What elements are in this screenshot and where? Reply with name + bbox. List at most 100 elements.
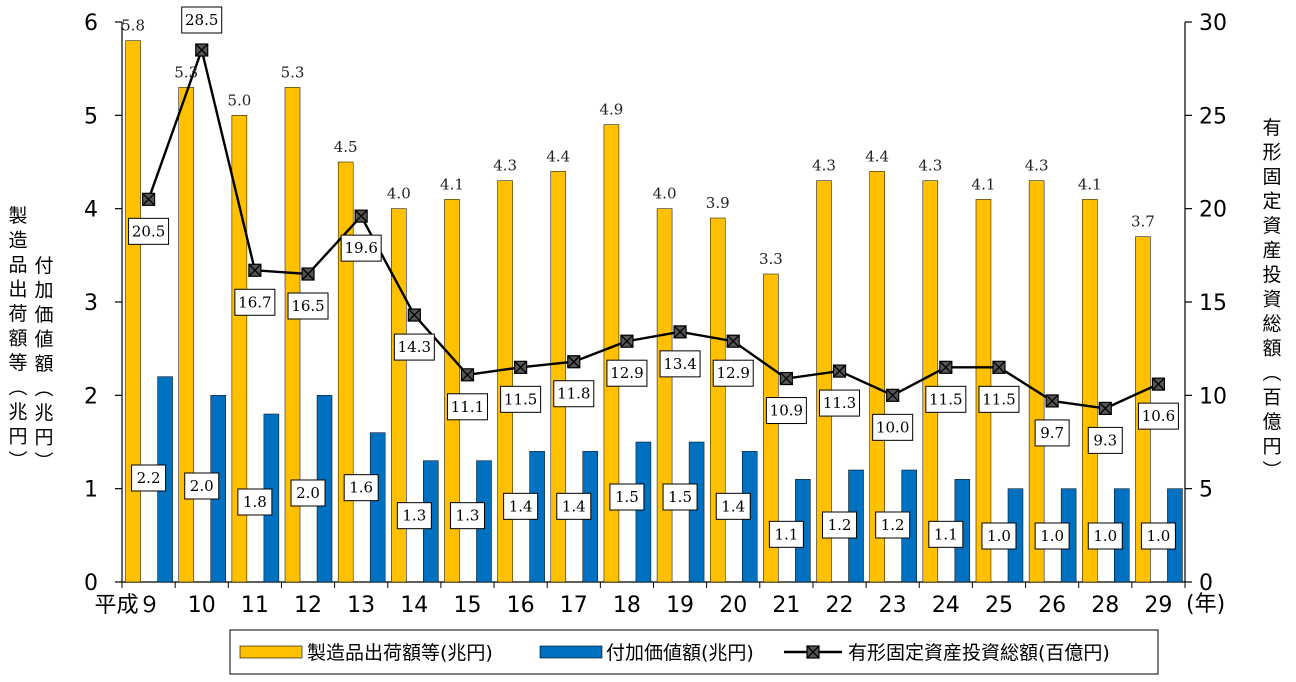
shipment-bar: [656, 208, 673, 583]
investment-value-label: 11.1: [446, 393, 488, 421]
right-axis-title-investment: 有形固定資産投資総額(百億円)有形固定資産投資総額︵百億円︶: [1262, 117, 1281, 482]
svg-text:等: 等: [8, 352, 27, 374]
investment-value-label-text: 10.0: [876, 418, 909, 436]
value-added-value-label-text: 1.5: [615, 488, 639, 506]
investment-value-label-text: 10.9: [770, 402, 803, 420]
right-tick-label: 30: [1199, 11, 1227, 36]
shipment-value-label: 4.4: [865, 147, 889, 165]
value-added-value-label-text: 1.4: [562, 497, 586, 515]
shipment-bar: [1082, 199, 1098, 583]
value-added-value-label-text: 1.2: [881, 516, 905, 534]
bars: [125, 40, 1183, 583]
shipment-bar: [125, 40, 141, 583]
value-added-value-label-text: 2.0: [190, 477, 214, 495]
shipment-bar: [922, 180, 939, 583]
investment-point: [726, 334, 740, 348]
legend: 製造品出荷額等(兆円) 付加価値額(兆円) 有形固定資産投資総額(百億円): [229, 629, 1159, 675]
investment-point: [1098, 401, 1112, 415]
investment-line: [141, 43, 1166, 415]
shipment-bar: [763, 273, 779, 583]
value-added-bar: [635, 441, 652, 583]
svg-text:造: 造: [8, 230, 27, 252]
x-tick-label: 14: [400, 593, 428, 618]
shipment-value-label: 4.3: [493, 157, 517, 175]
x-tick-label: 26: [1038, 593, 1066, 618]
shipment-bar: [1028, 180, 1045, 583]
investment-value-label: 19.6: [340, 234, 382, 262]
value-added-value-label: 1.4: [556, 492, 592, 520]
shipment-bar: [603, 124, 620, 583]
investment-point: [886, 388, 900, 402]
investment-value-label: 10.9: [765, 397, 807, 425]
left-tick-label: 0: [84, 571, 98, 596]
shipment-bar: [337, 161, 354, 583]
investment-value-label-text: 11.8: [557, 385, 590, 403]
value-added-value-label-text: 1.0: [987, 527, 1011, 545]
investment-point: [620, 334, 634, 348]
svg-text:付: 付: [34, 255, 53, 277]
svg-text:兆: 兆: [34, 402, 53, 424]
x-tick-label: 21: [772, 593, 800, 618]
legend-label-shipments: 製造品出荷額等(兆円): [307, 642, 493, 664]
value-added-value-label: 1.0: [1034, 522, 1070, 550]
left-axis-title-shipments: 製造品出荷額等(兆円)製造品出荷額等︵兆円︶: [8, 205, 27, 472]
shipment-value-label: 4.3: [1025, 157, 1049, 175]
legend-item-value-added: 付加価値額(兆円): [539, 642, 754, 664]
svg-text:資: 資: [1262, 215, 1281, 237]
shipment-value-label: 3.3: [759, 250, 783, 268]
investment-value-label-text: 11.3: [823, 394, 856, 412]
value-added-value-label-text: 1.4: [509, 497, 533, 515]
svg-text:製: 製: [8, 205, 27, 227]
left-axis-title-value-added: 付加価値額(兆円)付加価値額︵兆円︶: [34, 255, 53, 473]
left-tick-label: 4: [84, 198, 98, 223]
investment-value-label-text: 11.5: [929, 390, 962, 408]
legend-box: [229, 629, 1159, 675]
value-added-value-label-text: 1.5: [668, 488, 692, 506]
investment-value-label: 11.5: [978, 385, 1020, 413]
investment-point: [195, 43, 209, 57]
left-tick-label: 2: [84, 384, 98, 409]
investment-point: [1151, 377, 1166, 391]
x-tick-label: 29: [1144, 593, 1172, 618]
shipment-bar: [550, 171, 567, 583]
legend-label-value-added: 付加価値額(兆円): [606, 642, 754, 664]
value-added-value-label: 1.4: [503, 492, 539, 520]
left-tick-label: 5: [84, 104, 98, 129]
shipment-value-label: 4.9: [599, 101, 623, 119]
svg-text:額: 額: [34, 353, 53, 375]
investment-value-label: 11.3: [819, 389, 861, 417]
value-added-value-label-text: 2.2: [137, 469, 161, 487]
shipment-value-label: 4.5: [334, 138, 358, 156]
value-added-value-label: 1.2: [875, 511, 911, 539]
investment-value-label-text: 11.5: [982, 390, 1015, 408]
legend-item-investment: 有形固定資産投資総額(百億円): [784, 642, 1110, 664]
svg-text:︶: ︶: [8, 450, 27, 472]
value-added-value-label: 1.4: [715, 492, 751, 520]
x-tick-label: 20: [719, 593, 747, 618]
shipment-bar: [816, 180, 832, 583]
investment-value-label-text: 20.5: [132, 222, 165, 240]
investment-value-label-text: 9.7: [1040, 424, 1064, 442]
value-added-value-label: 1.2: [822, 511, 858, 539]
shipment-value-label: 4.0: [387, 185, 411, 203]
svg-text:額: 額: [1262, 338, 1281, 360]
value-added-value-label-text: 1.0: [1040, 527, 1064, 545]
value-added-value-label-text: 1.4: [721, 497, 745, 515]
shipment-value-label: 5.3: [174, 63, 198, 81]
svg-text:円: 円: [34, 427, 53, 449]
shipment-value-label: 4.1: [1078, 175, 1102, 193]
x-tick-label: 11: [241, 593, 269, 618]
shipment-value-label: 3.9: [706, 194, 730, 212]
value-added-value-label-text: 1.3: [402, 507, 426, 525]
data-labels: 5.8 5.3 5.0 5.3 4.5 4.0 4.1 4.3 4.4 4.9 4.0 3.9 3.3 4…: [121, 6, 1179, 550]
svg-text:価: 価: [34, 304, 53, 326]
svg-text:額: 額: [8, 328, 27, 350]
shipment-bar: [869, 171, 885, 583]
x-tick-label: 23: [879, 593, 907, 618]
right-tick-label: 0: [1199, 571, 1213, 596]
x-tick-label: 22: [826, 593, 854, 618]
svg-text:有: 有: [1262, 117, 1281, 139]
value-added-value-label: 1.3: [449, 502, 485, 530]
shipment-value-label: 4.0: [653, 185, 677, 203]
value-added-value-label: 1.3: [396, 502, 432, 530]
